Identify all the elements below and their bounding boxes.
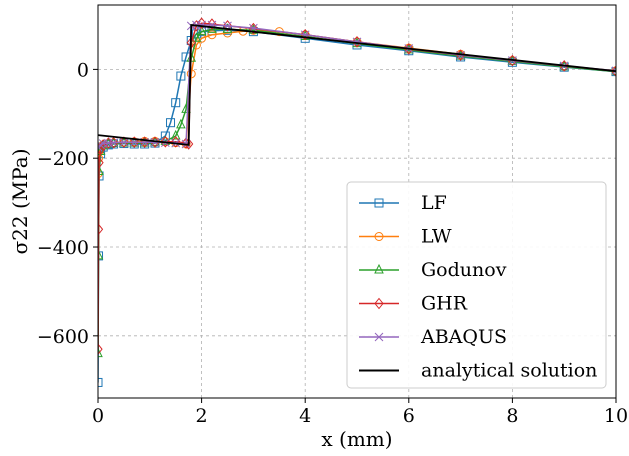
- data-point-ghr: [248, 22, 259, 35]
- data-point-abaqus: [150, 137, 160, 147]
- data-point-ghr: [129, 136, 139, 149]
- x-tick-label: 10: [604, 405, 628, 427]
- series-line-analytical-solution: [98, 23, 616, 146]
- data-point-ghr: [98, 156, 104, 169]
- series-analytical-solution: [98, 23, 616, 146]
- legend-marker-lw: [374, 232, 384, 241]
- data-point-ghr: [611, 65, 616, 77]
- data-point-ghr: [98, 343, 103, 355]
- data-point-ghr: [300, 28, 310, 41]
- x-tick-label: 8: [506, 405, 518, 427]
- data-point-lf: [176, 71, 186, 81]
- data-point-godunov: [98, 347, 103, 358]
- x-tick-label: 2: [196, 405, 208, 427]
- legend-marker-ghr: [374, 297, 384, 310]
- data-point-lw: [207, 30, 217, 40]
- data-point-ghr: [191, 20, 202, 32]
- data-point-ghr: [119, 136, 129, 149]
- legend-marker-lf: [374, 198, 384, 208]
- x-tick-label: 4: [299, 405, 311, 427]
- data-point-lf: [160, 131, 170, 141]
- data-point-godunov: [176, 118, 186, 129]
- axis-ticks: 0 2 4 6 8 10 0 −200 −400 −600: [37, 59, 628, 427]
- data-point-ghr: [404, 43, 414, 55]
- y-axis-label: σ22 (MPa): [8, 148, 32, 254]
- data-point-lf: [171, 98, 181, 108]
- data-point-ghr: [352, 36, 362, 48]
- data-point-lf: [98, 377, 103, 387]
- data-point-lw: [98, 169, 103, 179]
- legend-label-godunov: Godunov: [421, 259, 507, 281]
- x-axis-label: x (mm): [321, 427, 392, 451]
- y-tick-label: −200: [37, 148, 89, 170]
- data-point-abaqus: [352, 37, 362, 47]
- data-point-lf: [352, 40, 362, 50]
- data-point-abaqus: [109, 138, 118, 148]
- legend-label-ghr: GHR: [421, 293, 468, 315]
- data-point-ghr: [222, 20, 233, 32]
- data-point-lf: [166, 118, 176, 128]
- data-point-abaqus: [197, 20, 206, 30]
- data-point-godunov: [191, 32, 202, 42]
- legend-label-lf: LF: [421, 192, 447, 214]
- legend: LF LW Godunov GHR ABAQUS analytical solution: [346, 181, 607, 389]
- data-point-abaqus: [98, 140, 105, 150]
- data-point-ghr: [559, 60, 569, 72]
- legend-marker-abaqus: [374, 332, 384, 342]
- x-tick-label: 6: [403, 405, 415, 427]
- legend-box: [346, 181, 607, 389]
- legend-label-abaqus: ABAQUS: [420, 326, 507, 348]
- legend-marker-godunov: [374, 263, 384, 274]
- legend-label-analytical-solution: analytical solution: [421, 360, 597, 382]
- plot-frame: [97, 4, 617, 399]
- legend-label-lw: LW: [421, 226, 452, 248]
- data-point-abaqus: [456, 50, 465, 60]
- data-point-godunov: [196, 25, 207, 36]
- data-point-godunov: [170, 129, 181, 140]
- y-tick-label: 0: [77, 59, 89, 81]
- data-point-godunov: [207, 23, 217, 33]
- data-point-abaqus: [611, 66, 616, 76]
- y-tick-label: −600: [37, 326, 89, 348]
- data-point-ghr: [98, 223, 104, 236]
- plot-area: [98, 17, 616, 387]
- data-point-abaqus: [119, 137, 129, 147]
- y-tick-label: −400: [37, 237, 89, 259]
- x-tick-label: 0: [92, 405, 104, 427]
- data-point-ghr: [196, 17, 207, 30]
